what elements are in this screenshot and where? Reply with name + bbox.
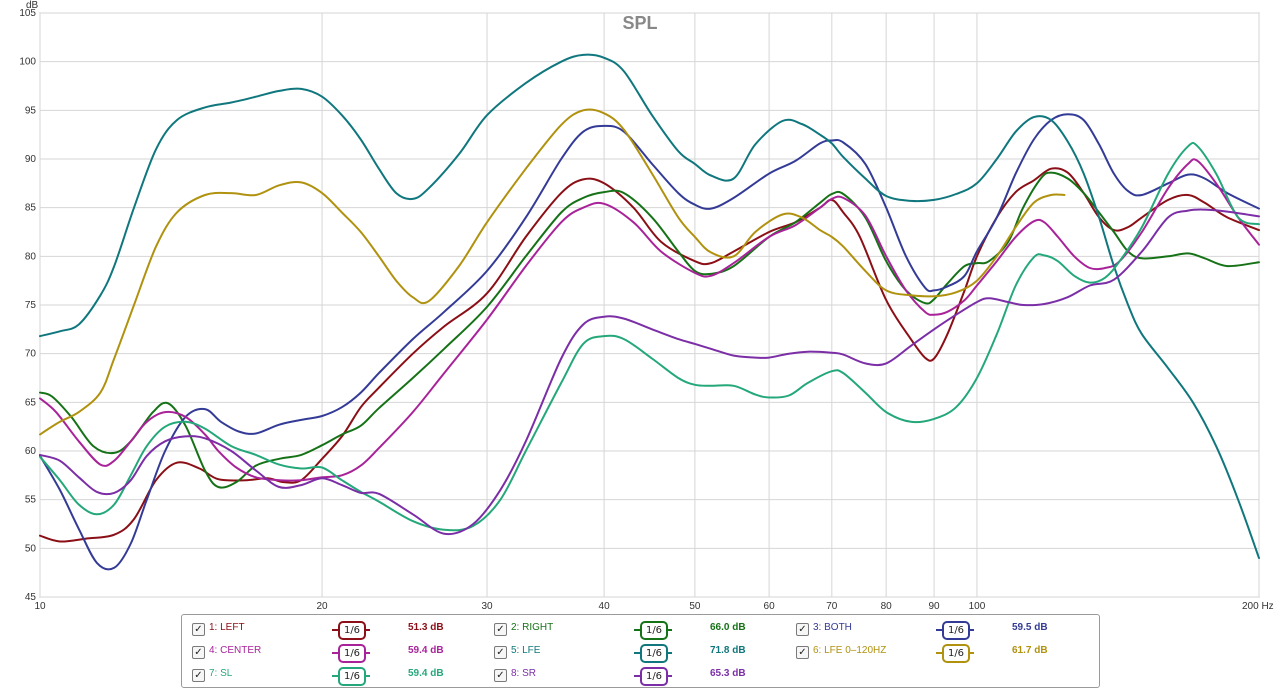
smoothing-button[interactable]: 1/6 [634,643,672,663]
legend-item-2-right: ✓ 2: RIGHT 1/6 66.0 dB [494,620,784,640]
y-tick-label: 85 [25,203,37,214]
series-line-2-right [39,171,1260,489]
legend-item-6-lfe-0-120hz: ✓ 6: LFE 0–120HZ 1/6 61.7 dB [796,643,1086,663]
series-line-4-center [39,158,1260,482]
legend-name: 5: LFE [511,645,541,656]
legend-value: 51.3 dB [408,622,444,633]
legend-name: 8: SR [511,668,537,679]
legend-checkbox[interactable]: ✓ [192,623,205,636]
smoothing-button[interactable]: 1/6 [936,643,974,663]
x-tick-label: 40 [599,601,611,610]
smoothing-button[interactable]: 1/6 [936,620,974,640]
legend-item-8-sr: ✓ 8: SR 1/6 65.3 dB [494,666,784,686]
smoothing-button[interactable]: 1/6 [634,666,672,686]
smoothing-label: 1/6 [338,621,366,640]
series-line-3-both [39,113,1260,571]
grid-lines [39,12,1260,598]
legend-checkbox[interactable]: ✓ [796,646,809,659]
y-axis-ticks: 45 50 55 60 65 70 75 80 85 90 95 100 105 [19,8,36,603]
x-tick-label: 50 [689,601,701,610]
spl-chart: 45 50 55 60 65 70 75 80 85 90 95 100 105 10 20 30 40 50 6… [19,0,1273,610]
x-axis-ticks: 10 20 30 40 50 60 70 80 90 100 200 Hz [34,601,1273,610]
chart-title: SPL [622,13,657,33]
smoothing-label: 1/6 [942,621,970,640]
y-tick-label: 70 [25,349,37,360]
smoothing-label: 1/6 [942,644,970,663]
legend-value: 66.0 dB [710,622,746,633]
legend-item-4-center: ✓ 4: CENTER 1/6 59.4 dB [192,643,482,663]
legend-checkbox[interactable]: ✓ [192,646,205,659]
y-tick-label: 105 [19,8,36,19]
legend-name: 6: LFE 0–120HZ [813,645,887,656]
y-tick-label: 45 [25,592,37,603]
legend-item-5-lfe: ✓ 5: LFE 1/6 71.8 dB [494,643,784,663]
x-tick-label: 70 [826,601,838,610]
x-tick-label: 30 [481,601,493,610]
y-tick-label: 75 [25,300,37,311]
legend-panel: ✓ 1: LEFT 1/6 51.3 dB ✓ 2: RIGHT 1/6 66.0 dB ✓ 3:… [181,614,1100,688]
legend-item-3-both: ✓ 3: BOTH 1/6 59.5 dB [796,620,1086,640]
legend-value: 61.7 dB [1012,645,1048,656]
legend-value: 59.5 dB [1012,622,1048,633]
legend-value: 71.8 dB [710,645,746,656]
series-curves [39,53,1260,571]
smoothing-button[interactable]: 1/6 [332,643,370,663]
x-tick-label: 20 [316,601,328,610]
y-tick-label: 65 [25,397,37,408]
smoothing-label: 1/6 [338,667,366,686]
y-tick-label: 55 [25,495,37,506]
series-line-7-sl [39,141,1260,532]
y-tick-label: 90 [25,154,37,165]
series-line-8-sr [39,208,1260,536]
x-tick-label: 90 [929,601,941,610]
series-line-1-left [39,167,1260,543]
legend-checkbox[interactable]: ✓ [494,669,507,682]
legend-name: 3: BOTH [813,622,852,633]
x-tick-label: 60 [764,601,776,610]
smoothing-label: 1/6 [640,667,668,686]
y-axis-label: dB [26,0,39,11]
legend-name: 4: CENTER [209,645,262,656]
y-tick-label: 95 [25,105,37,116]
legend-name: 1: LEFT [209,622,245,633]
x-tick-label: 200 Hz [1242,601,1274,610]
legend-checkbox[interactable]: ✓ [796,623,809,636]
legend-value: 65.3 dB [710,668,746,679]
y-tick-label: 100 [19,57,36,68]
legend-checkbox[interactable]: ✓ [494,646,507,659]
smoothing-label: 1/6 [640,644,668,663]
smoothing-label: 1/6 [640,621,668,640]
legend-item-1-left: ✓ 1: LEFT 1/6 51.3 dB [192,620,482,640]
y-tick-label: 80 [25,251,37,262]
legend-value: 59.4 dB [408,668,444,679]
legend-item-7-sl: ✓ 7: SL 1/6 59.4 dB [192,666,482,686]
x-tick-label: 100 [969,601,986,610]
smoothing-button[interactable]: 1/6 [332,666,370,686]
series-line-6-lfe-0-120hz [39,108,1066,436]
legend-name: 2: RIGHT [511,622,554,633]
smoothing-button[interactable]: 1/6 [332,620,370,640]
legend-checkbox[interactable]: ✓ [192,669,205,682]
x-tick-label: 80 [881,601,893,610]
smoothing-button[interactable]: 1/6 [634,620,672,640]
smoothing-label: 1/6 [338,644,366,663]
legend-name: 7: SL [209,668,233,679]
series-line-5-lfe [39,53,1260,560]
y-tick-label: 50 [25,543,37,554]
y-tick-label: 60 [25,446,37,457]
legend-checkbox[interactable]: ✓ [494,623,507,636]
x-tick-label: 10 [34,601,46,610]
legend-value: 59.4 dB [408,645,444,656]
